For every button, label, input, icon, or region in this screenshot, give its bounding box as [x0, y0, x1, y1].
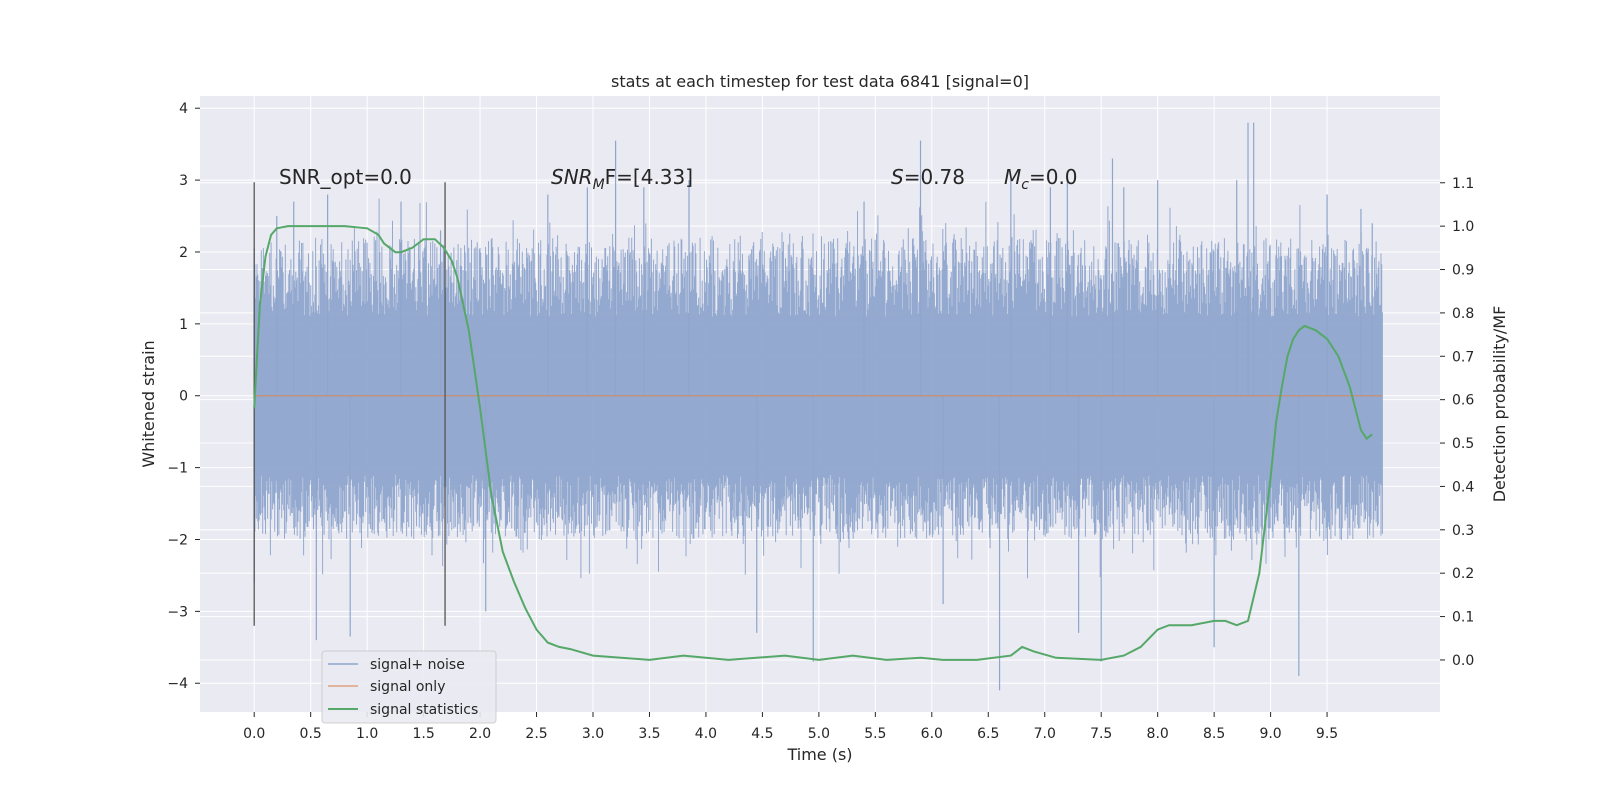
- y2-tick-label: 0.3: [1452, 523, 1474, 539]
- y2-tick-label: 0.5: [1452, 436, 1474, 452]
- y2-tick-label: 0.1: [1452, 610, 1474, 626]
- y-tick-label: −2: [167, 532, 188, 548]
- x-tick-label: 8.0: [1147, 726, 1169, 742]
- annotation-mc-sub: c: [1021, 177, 1029, 193]
- x-tick-label: 1.5: [412, 726, 434, 742]
- legend-label-statistics: signal statistics: [370, 702, 478, 718]
- x-tick-label: 3.0: [582, 726, 604, 742]
- y-tick-label: 3: [179, 173, 188, 189]
- x-tick-label: 1.0: [356, 726, 378, 742]
- x-tick-label: 3.5: [638, 726, 660, 742]
- x-tick-label: 0.0: [243, 726, 265, 742]
- x-tick-label: 4.5: [751, 726, 773, 742]
- y-axis-label: Whitened strain: [139, 340, 158, 467]
- legend-label-noise: signal+ noise: [370, 657, 465, 673]
- x-tick-label: 8.5: [1203, 726, 1225, 742]
- x-tick-label: 4.0: [695, 726, 717, 742]
- x-tick-label: 2.5: [525, 726, 547, 742]
- y2-tick-label: 0.4: [1452, 479, 1474, 495]
- y-tick-label: 1: [179, 317, 188, 333]
- y-tick-label: −3: [167, 604, 188, 620]
- y-tick-label: −1: [167, 461, 188, 477]
- legend: signal+ noise signal only signal statist…: [321, 650, 497, 724]
- x-tick-label: 6.0: [921, 726, 943, 742]
- y2-tick-label: 0.2: [1452, 566, 1474, 582]
- y2-tick-label: 0.9: [1452, 263, 1474, 279]
- annotation-snr-mf-tail: F=[4.33]: [605, 165, 693, 189]
- y2-tick-label: 0.0: [1452, 653, 1474, 669]
- annotation-snr-opt: SNR_opt=0.0: [279, 165, 412, 189]
- y-tick-label: 4: [179, 101, 188, 117]
- x-tick-label: 0.5: [300, 726, 322, 742]
- legend-box: [321, 650, 497, 724]
- y-axis-left: −4 −3 −2 −1 0 1 2 3 4: [167, 101, 200, 692]
- x-axis: 0.0 0.5 1.0 1.5 2.0 2.5 3.0 3.5 4.0 4.5 5.0 5.5 6.0 6…: [243, 712, 1338, 742]
- annotation-snr-mf-sub: M: [593, 177, 605, 193]
- x-tick-label: 9.0: [1259, 726, 1281, 742]
- y2-tick-label: 1.0: [1452, 219, 1474, 235]
- annotation-s-tail: =0.78: [904, 165, 965, 189]
- annotation-snr-mf: SNRMF=[4.33]: [551, 165, 693, 193]
- y-tick-label: 2: [179, 245, 188, 261]
- annotation-s-main: S: [891, 165, 904, 189]
- x-tick-label: 5.0: [808, 726, 830, 742]
- legend-label-signal-only: signal only: [370, 679, 445, 695]
- annotation-snr-mf-main: SNR: [551, 165, 593, 189]
- annotation-mc-main: M: [1004, 165, 1021, 189]
- x-tick-label: 6.5: [977, 726, 999, 742]
- x-tick-label: 7.5: [1090, 726, 1112, 742]
- y2-tick-label: 0.7: [1452, 349, 1474, 365]
- annotation-mc-tail: =0.0: [1029, 165, 1078, 189]
- y2-tick-label: 0.8: [1452, 306, 1474, 322]
- x-tick-label: 7.0: [1034, 726, 1056, 742]
- annotation-mc: Mc=0.0: [1004, 165, 1078, 193]
- y2-axis-label: Detection probability/MF: [1490, 306, 1509, 503]
- x-axis-label: Time (s): [786, 745, 852, 764]
- y-tick-label: 0: [179, 389, 188, 405]
- chart-title: stats at each timestep for test data 684…: [611, 72, 1029, 91]
- y-tick-label: −4: [167, 676, 188, 692]
- statistics-line: [253, 225, 1373, 661]
- annotation-s: S=0.78: [891, 165, 965, 189]
- y2-tick-label: 0.6: [1452, 393, 1474, 409]
- x-tick-label: 5.5: [864, 726, 886, 742]
- x-tick-label: 2.0: [469, 726, 491, 742]
- x-tick-label: 9.5: [1316, 726, 1338, 742]
- y-axis-right: 0.0 0.1 0.2 0.3 0.4 0.5 0.6 0.7 0.8 0.9 1.0 1.1: [1440, 176, 1474, 669]
- y2-tick-label: 1.1: [1452, 176, 1474, 192]
- noise-series: [253, 122, 1383, 691]
